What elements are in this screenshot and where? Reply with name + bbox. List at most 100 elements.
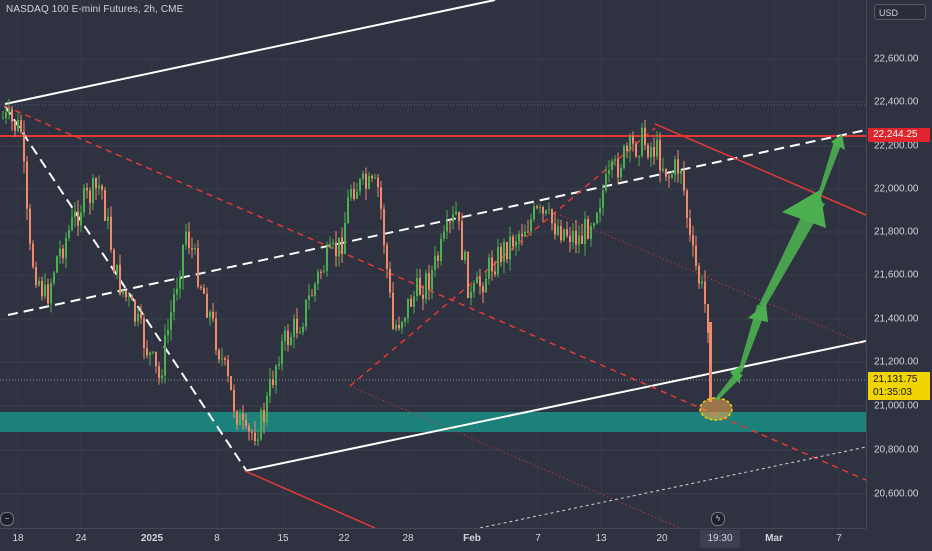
- candle-body: [335, 242, 337, 257]
- candle-body: [35, 266, 37, 286]
- candle-body: [188, 231, 190, 249]
- candle-body: [104, 190, 106, 221]
- price-axis[interactable]: [866, 0, 932, 528]
- candle-body: [146, 348, 148, 356]
- candle-body: [539, 207, 541, 209]
- candle-body: [395, 324, 397, 329]
- candle-body: [233, 389, 235, 412]
- candle-body: [227, 359, 229, 377]
- candle-body: [512, 236, 514, 247]
- lightning-icon[interactable]: ϟ: [711, 512, 725, 526]
- candle-body: [257, 439, 259, 442]
- candle-body: [623, 145, 625, 168]
- candle-body: [86, 187, 88, 191]
- candle-body: [389, 268, 391, 293]
- candle-body: [311, 295, 313, 297]
- candle-body: [95, 178, 97, 189]
- lower-channel-line: [244, 340, 866, 472]
- candle-body: [398, 324, 400, 329]
- candle-body: [494, 271, 496, 275]
- candle-body: [83, 187, 85, 213]
- candle-body: [125, 290, 127, 298]
- candle-body: [458, 211, 460, 222]
- candle-body: [320, 271, 322, 273]
- candle-body: [368, 175, 370, 189]
- candle-body: [650, 146, 652, 158]
- price-tick: 22,600.00: [874, 53, 919, 65]
- candle-body: [470, 291, 472, 298]
- candle-body: [266, 395, 268, 423]
- candle-body: [47, 284, 49, 304]
- candle-body: [617, 159, 619, 178]
- red-dotted-line: [559, 214, 866, 346]
- candle-body: [137, 313, 139, 322]
- candle-body: [53, 272, 55, 284]
- price-tick: 21,600.00: [874, 269, 919, 281]
- candle-body: [416, 278, 418, 297]
- candle-body: [446, 221, 448, 232]
- candle-body: [554, 223, 556, 235]
- candle-body: [317, 271, 319, 284]
- candle-body: [578, 235, 580, 245]
- time-tick: 8: [214, 533, 220, 544]
- currency-button[interactable]: USD: [874, 4, 926, 20]
- candle-body: [251, 431, 253, 433]
- candle-body: [263, 409, 265, 423]
- candle-body: [371, 175, 373, 179]
- candle-body: [536, 206, 538, 208]
- time-tick: Feb: [463, 533, 481, 544]
- symbol-title[interactable]: NASDAQ 100 E-mini Futures, 2h, CME: [6, 4, 184, 15]
- candle-body: [635, 143, 637, 157]
- candle-body: [698, 265, 700, 284]
- candle-body: [134, 300, 136, 322]
- candle-body: [113, 249, 115, 273]
- candle-body: [626, 145, 628, 151]
- candle-body: [419, 278, 421, 295]
- candle-body: [506, 241, 508, 260]
- candle-body: [689, 217, 691, 236]
- candle-body: [167, 329, 169, 336]
- candle-body: [707, 304, 709, 333]
- candle-body: [440, 238, 442, 261]
- candle-body: [563, 229, 565, 241]
- price-tick: 22,000.00: [874, 183, 919, 195]
- forecast-arrow-segment: [738, 304, 767, 373]
- candle-body: [353, 188, 355, 200]
- candle-body: [581, 235, 583, 244]
- minus-circle-icon[interactable]: −: [0, 512, 14, 526]
- time-tick: 7: [535, 533, 541, 544]
- candle-body: [350, 188, 352, 198]
- red-dashed-rise-line: [349, 127, 656, 387]
- current-price: 21,131.75: [873, 374, 918, 385]
- candle-body: [182, 244, 184, 279]
- candle-body: [299, 332, 301, 334]
- candle-body: [449, 221, 451, 223]
- chart-canvas[interactable]: [0, 0, 866, 528]
- candle-body: [287, 330, 289, 346]
- price-chart-plot[interactable]: [0, 0, 866, 528]
- candle-body: [62, 248, 64, 259]
- candle-body: [476, 277, 478, 284]
- candle-body: [38, 280, 40, 286]
- candle-body: [197, 248, 199, 287]
- candle-body: [338, 237, 340, 257]
- candle-body: [326, 247, 328, 272]
- time-tick: Mar: [765, 533, 783, 544]
- time-axis[interactable]: [0, 528, 866, 551]
- candle-body: [248, 425, 250, 432]
- time-tick: 15: [277, 533, 289, 544]
- candle-body: [518, 233, 520, 242]
- candle-body: [161, 375, 163, 379]
- candle-body: [587, 218, 589, 239]
- candle-body: [560, 226, 562, 241]
- candle-body: [431, 270, 433, 290]
- candle-body: [704, 281, 706, 305]
- candle-body: [566, 229, 568, 236]
- candle-body: [293, 318, 295, 337]
- candle-body: [98, 185, 100, 189]
- candle-body: [5, 112, 7, 118]
- candle-body: [659, 139, 661, 171]
- candle-body: [668, 176, 670, 178]
- candle-body: [164, 335, 166, 376]
- candle-body: [194, 248, 196, 250]
